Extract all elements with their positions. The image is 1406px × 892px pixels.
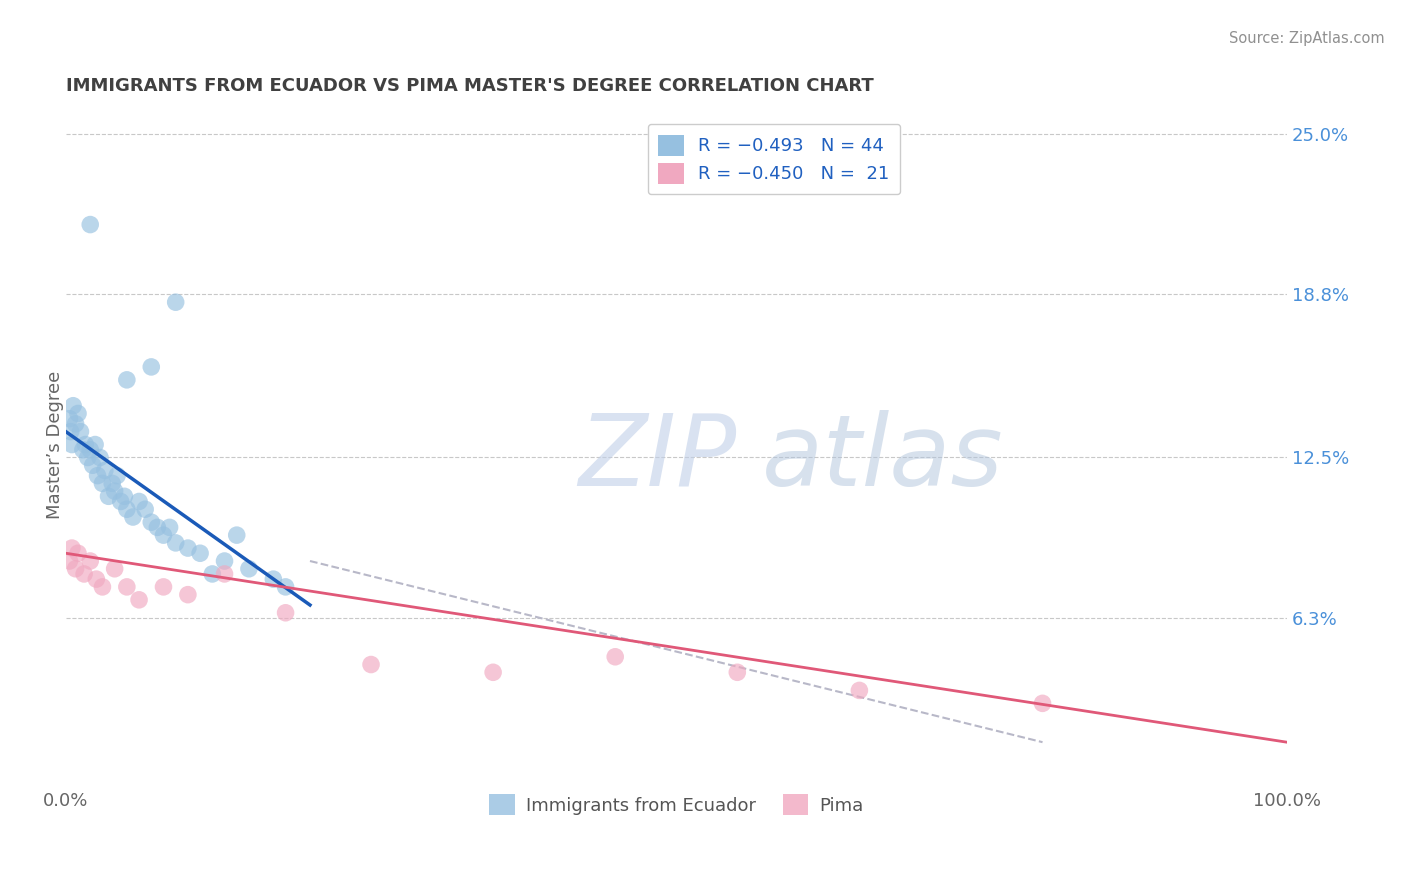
Point <box>104 484 127 499</box>
Point <box>165 295 187 310</box>
Point <box>110 494 132 508</box>
Point <box>58 554 80 568</box>
Point <box>262 572 284 586</box>
Point <box>274 606 297 620</box>
Point <box>159 520 181 534</box>
Point <box>122 510 145 524</box>
Point <box>91 476 114 491</box>
Point <box>115 502 138 516</box>
Point <box>79 554 101 568</box>
Point <box>134 502 156 516</box>
Point <box>274 580 297 594</box>
Point <box>188 546 211 560</box>
Point <box>112 489 135 503</box>
Point <box>91 580 114 594</box>
Point <box>141 359 163 374</box>
Point <box>177 588 200 602</box>
Point <box>165 536 187 550</box>
Point <box>482 665 505 680</box>
Legend: Immigrants from Ecuador, Pima: Immigrants from Ecuador, Pima <box>482 787 870 822</box>
Point <box>128 494 150 508</box>
Point <box>214 554 236 568</box>
Point <box>141 515 163 529</box>
Point <box>66 546 89 560</box>
Point <box>82 458 104 473</box>
Text: IMMIGRANTS FROM ECUADOR VS PIMA MASTER'S DEGREE CORRELATION CHART: IMMIGRANTS FROM ECUADOR VS PIMA MASTER'S… <box>66 78 873 95</box>
Point <box>97 489 120 503</box>
Point <box>76 450 98 465</box>
Text: Source: ZipAtlas.com: Source: ZipAtlas.com <box>1229 31 1385 46</box>
Point <box>177 541 200 555</box>
Point <box>62 399 84 413</box>
Point <box>79 218 101 232</box>
Point <box>152 580 174 594</box>
Point <box>72 442 94 457</box>
Point <box>66 407 89 421</box>
Point <box>225 528 247 542</box>
Point <box>146 520 169 534</box>
Point <box>725 665 748 680</box>
Point <box>86 572 108 586</box>
Point <box>115 373 138 387</box>
Point <box>128 592 150 607</box>
Point <box>101 476 124 491</box>
Point <box>65 417 87 431</box>
Point <box>201 566 224 581</box>
Text: atlas: atlas <box>762 409 1004 507</box>
Point <box>115 580 138 594</box>
Point <box>848 683 870 698</box>
Y-axis label: Master’s Degree: Master’s Degree <box>46 370 63 518</box>
Point <box>94 463 117 477</box>
Point <box>73 566 96 581</box>
Point <box>75 437 97 451</box>
Point <box>60 541 83 555</box>
Point <box>84 437 107 451</box>
Point <box>605 649 627 664</box>
Point <box>59 425 82 439</box>
Point <box>238 562 260 576</box>
Point <box>105 468 128 483</box>
Point <box>1031 697 1053 711</box>
Point <box>60 437 83 451</box>
Point <box>65 562 87 576</box>
Point <box>58 411 80 425</box>
Point <box>214 566 236 581</box>
Point <box>79 442 101 457</box>
Point <box>152 528 174 542</box>
Text: ZIP: ZIP <box>579 409 737 507</box>
Point <box>89 450 111 465</box>
Point <box>86 468 108 483</box>
Point <box>360 657 382 672</box>
Point <box>69 425 91 439</box>
Point <box>104 562 127 576</box>
